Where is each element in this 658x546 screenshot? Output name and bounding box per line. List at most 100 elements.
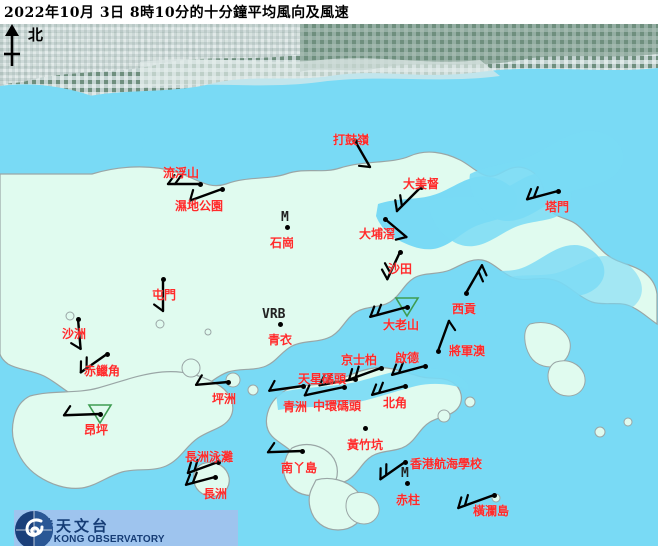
hko-spiral-logo-icon xyxy=(15,511,53,546)
wind-barb-shaft-green-island xyxy=(268,384,305,392)
wind-barb-feather-sha-tin xyxy=(383,262,392,274)
station-dot-tai-po-kau[interactable] xyxy=(382,216,388,222)
station-dot-star-ferry[interactable] xyxy=(352,376,358,382)
station-dot-sai-kung[interactable] xyxy=(463,290,469,296)
station-dot-shek-kong[interactable] xyxy=(284,224,290,230)
station-label-green-island: 青洲 xyxy=(283,400,308,414)
station-label-lamma-island: 南丫島 xyxy=(281,461,318,475)
wind-barb-feather-cheung-chau xyxy=(184,473,192,486)
wind-barbs-layer xyxy=(62,139,560,510)
station-dot-central-pier[interactable] xyxy=(341,384,347,390)
station-dot-hk-sea-school[interactable] xyxy=(402,459,408,465)
station-label-cheung-chau: 長洲 xyxy=(203,487,228,501)
station-dot-stanley[interactable] xyxy=(404,480,410,486)
wind-barb-feather-north-point xyxy=(377,381,384,395)
station-dot-tai-mei-tuk[interactable] xyxy=(418,184,424,190)
station-label-wetland-park: 濕地公園 xyxy=(175,199,224,213)
cheung-chau-island xyxy=(192,461,230,497)
station-dot-tates-cairn[interactable] xyxy=(404,304,410,310)
wind-barb-feather-tap-mun xyxy=(525,187,533,201)
station-dot-cheung-chau-beach[interactable] xyxy=(215,459,221,465)
wind-barb-feather-cheung-chau xyxy=(191,471,198,485)
wind-barb-feather-north-point xyxy=(371,383,378,396)
variable-marker-tsing-yi: VRB xyxy=(262,307,286,322)
station-dot-peng-chau[interactable] xyxy=(225,379,231,385)
station-dot-tseung-kwan-o[interactable] xyxy=(435,348,441,354)
station-dot-green-island[interactable] xyxy=(300,383,306,389)
wind-barb-shaft-cheung-chau xyxy=(184,475,217,486)
wind-barb-shaft-north-point xyxy=(370,384,407,396)
calm-marker-stanley: M xyxy=(401,466,409,481)
wind-barb-shaft-sha-tin xyxy=(386,250,402,281)
wind-barb-feather-central-pier xyxy=(303,384,311,397)
wind-barb-shaft-tseung-kwan-o xyxy=(436,319,451,353)
station-dot-tsing-yi[interactable] xyxy=(277,321,283,327)
wind-barb-feather-peng-chau xyxy=(195,374,203,386)
station-dot-cheung-chau[interactable] xyxy=(212,474,218,480)
wind-barb-feather-cheung-chau-beach xyxy=(186,461,193,475)
station-dot-north-point[interactable] xyxy=(402,383,408,389)
station-dot-tap-mun[interactable] xyxy=(555,188,561,194)
wind-barb-shaft-chek-lap-kok xyxy=(79,352,109,374)
station-dot-lamma-island[interactable] xyxy=(299,448,305,454)
wind-barb-feather-lau-fau-shan xyxy=(173,174,183,186)
wind-barb-feather-ngong-ping xyxy=(62,405,72,417)
station-label-wong-chuk-hang: 黃竹坑 xyxy=(347,438,384,452)
station-dot-wetland-park[interactable] xyxy=(219,186,225,192)
station-dot-sha-chau[interactable] xyxy=(75,316,81,322)
station-label-tseung-kwan-o: 將軍澳 xyxy=(449,344,486,358)
station-label-ta-kwu-ling: 打鼓嶺 xyxy=(333,133,370,147)
wind-barb-feather-lau-fau-shan xyxy=(166,174,176,186)
station-label-chek-lap-kok: 赤鱲角 xyxy=(84,364,121,378)
station-dot-ta-kwu-ling[interactable] xyxy=(352,138,358,144)
station-label-kai-tak: 啟德 xyxy=(395,351,420,365)
station-dot-lau-fau-shan[interactable] xyxy=(197,181,203,187)
wind-barb-feather-sai-kung xyxy=(477,270,485,283)
station-dot-wong-chuk-hang[interactable] xyxy=(362,425,368,431)
station-label-sha-chau: 沙洲 xyxy=(62,327,87,341)
station-dot-waglan-island[interactable] xyxy=(491,492,497,498)
station-label-ngong-ping: 昂坪 xyxy=(84,423,109,437)
station-dot-kings-park[interactable] xyxy=(378,365,384,371)
station-dot-tuen-mun[interactable] xyxy=(160,276,166,282)
station-dot-sha-tin[interactable] xyxy=(397,249,403,255)
wind-barb-shaft-kai-tak xyxy=(390,364,427,376)
station-label-tsing-yi: 青衣 xyxy=(268,333,293,347)
station-dot-kai-tak[interactable] xyxy=(422,363,428,369)
wind-barb-feather-tap-mun xyxy=(532,186,539,199)
wind-barb-feather-tates-cairn xyxy=(369,305,376,318)
wind-barb-feather-star-ferry xyxy=(318,374,326,387)
logo-name-en: HONG KONG OBSERVATORY xyxy=(20,533,165,545)
wind-barb-feather-waglan-island xyxy=(463,493,470,507)
wind-barb-shaft-hk-sea-school xyxy=(379,460,407,481)
wind-barb-feather-sha-chau xyxy=(70,342,82,350)
station-label-cheung-chau-beach: 長洲泳灘 xyxy=(185,450,234,464)
map-geography xyxy=(0,24,658,531)
north-label: 北 xyxy=(28,26,44,44)
wind-barb-shaft-tai-mei-tuk xyxy=(395,185,423,213)
wind-barb-feather-cheung-chau-beach xyxy=(193,458,199,472)
title-bar: 2022年10月 3日 8時10分的十分鐘平均風向及風速 xyxy=(0,0,658,24)
station-label-tai-mei-tuk: 大美督 xyxy=(403,177,440,191)
victoria-harbour xyxy=(276,368,468,410)
station-label-central-pier: 中環碼頭 xyxy=(313,399,362,413)
station-label-shek-kong: 石崗 xyxy=(270,236,295,250)
wind-barb-feather-kai-tak xyxy=(391,363,398,376)
station-label-sha-tin: 沙田 xyxy=(388,262,413,276)
station-label-north-point: 北角 xyxy=(383,396,408,410)
wind-barb-shaft-peng-chau xyxy=(194,380,230,386)
wind-barb-feather-green-island xyxy=(268,379,276,392)
wind-barb-shaft-sha-chau xyxy=(76,317,82,351)
station-dot-chek-lap-kok[interactable] xyxy=(104,351,110,357)
wind-barb-feather-kings-park xyxy=(354,365,360,379)
wind-barb-feather-ta-kwu-ling xyxy=(357,164,372,169)
lantau-island xyxy=(11,371,234,489)
wind-barb-feather-sha-tin xyxy=(380,268,389,281)
map-canvas[interactable]: 北 M VRB M 打鼓嶺 流浮山 濕地公園 石崗 大美督 塔門 大埔滘 沙田 屯門 沙洲 赤鱲角 青衣 大… xyxy=(0,24,658,546)
wind-barb-feather-tai-mei-tuk xyxy=(399,194,404,208)
wind-barb-feather-tuen-mun xyxy=(153,303,165,313)
wind-barb-shaft-tai-po-kau xyxy=(383,217,408,239)
station-label-lau-fau-shan: 流浮山 xyxy=(163,166,200,180)
station-dot-ngong-ping[interactable] xyxy=(97,411,103,417)
